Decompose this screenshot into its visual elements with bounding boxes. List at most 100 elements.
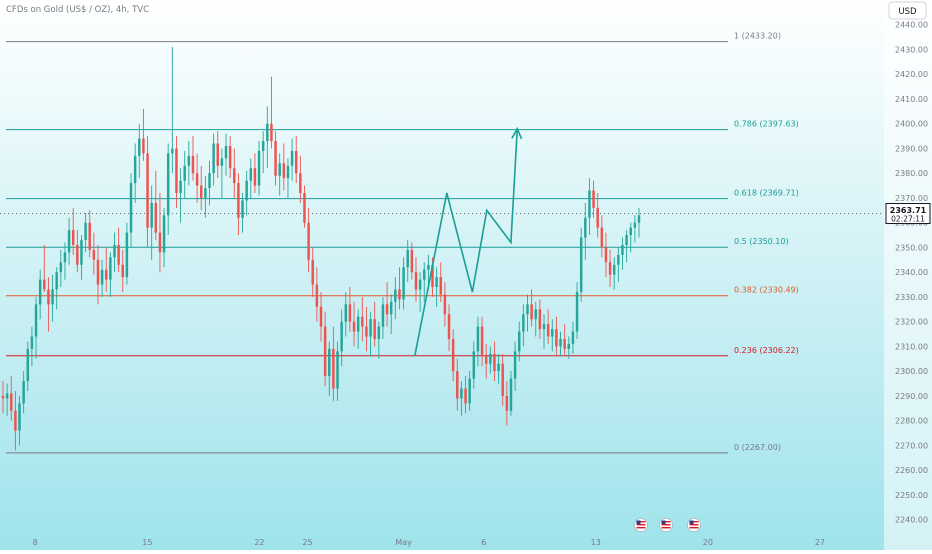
- time-axis[interactable]: 8 15 22 25 May 6 13 20 27: [33, 538, 825, 547]
- candle-body: [208, 173, 211, 189]
- chart-title: CFDs on Gold (US$ / OZ), 4h, TVC: [6, 5, 149, 15]
- candle-body: [534, 309, 537, 320]
- candle-body: [522, 314, 525, 332]
- price-tick-label: 2300.00: [895, 367, 928, 376]
- candle-body: [224, 145, 228, 159]
- candle-body: [113, 244, 116, 258]
- candle-body: [191, 155, 195, 174]
- projection-line: [414, 128, 519, 356]
- candle-body: [493, 353, 496, 372]
- candle-body: [567, 343, 571, 349]
- candle-body: [26, 348, 30, 382]
- candle-body: [336, 351, 339, 389]
- candle-body: [406, 249, 409, 268]
- candle-body: [435, 277, 438, 288]
- candles: [1, 47, 641, 451]
- us-event-flag-icon[interactable]: [659, 518, 673, 532]
- candle-body: [579, 237, 583, 292]
- candle-body: [588, 190, 591, 218]
- candle-body: [617, 254, 620, 265]
- candle-body: [286, 165, 290, 179]
- candle-body: [47, 289, 50, 305]
- price-tick-label: 2350.00: [895, 243, 928, 252]
- us-event-flag-icon[interactable]: [687, 518, 701, 532]
- candle-body: [612, 264, 616, 275]
- candle-body: [282, 163, 286, 179]
- candle-body: [592, 190, 595, 208]
- price-tick-label: 2290.00: [895, 392, 928, 401]
- candle-body: [513, 351, 517, 379]
- candle-body: [559, 338, 562, 347]
- candle-body: [241, 200, 244, 218]
- bar-countdown: 02:27:11: [891, 215, 925, 224]
- candle-body: [633, 222, 637, 228]
- fib-levels: 1 (2433.20) 0.786 (2397.63) 0.618 (2369.71…: [6, 32, 799, 454]
- candle-body: [423, 269, 426, 280]
- candle-body: [220, 158, 224, 166]
- price-tick-label: 2440.00: [895, 21, 928, 30]
- candle-body: [228, 145, 232, 169]
- candle-body: [162, 215, 166, 253]
- candle-body: [138, 138, 141, 156]
- candle-body: [10, 393, 13, 411]
- time-tick-label: 13: [591, 538, 601, 547]
- candle-body: [389, 301, 393, 315]
- candle-body: [166, 153, 170, 216]
- candle-body: [245, 180, 248, 201]
- price-tick-label: 2270.00: [895, 441, 928, 450]
- fib-level-label: 0.236 (2306.22): [734, 346, 799, 355]
- candle-body: [373, 319, 376, 339]
- candle-body: [266, 123, 269, 142]
- candle-body: [278, 163, 281, 176]
- candle-body: [447, 314, 451, 339]
- fib-level-label: 0.786 (2397.63): [734, 120, 799, 129]
- candle-body: [233, 168, 236, 184]
- currency-button[interactable]: USD: [888, 1, 927, 20]
- candle-body: [146, 153, 149, 228]
- candle-body: [117, 244, 120, 265]
- candle-body: [303, 193, 306, 223]
- candle-body: [274, 141, 277, 176]
- candle-body: [30, 336, 34, 349]
- candle-body: [88, 222, 91, 250]
- candle-body: [43, 279, 46, 290]
- us-event-flag-icon[interactable]: [634, 518, 648, 532]
- candle-body: [344, 304, 348, 322]
- candle-body: [621, 244, 624, 255]
- candle-body: [443, 294, 447, 315]
- candle-body: [67, 230, 71, 253]
- economic-events[interactable]: [634, 518, 701, 532]
- candle-body: [501, 363, 504, 396]
- candle-body: [92, 249, 96, 260]
- candle-body: [398, 289, 401, 300]
- candle-body: [216, 143, 219, 166]
- candle-body: [584, 217, 587, 238]
- price-tick-label: 2420.00: [895, 70, 928, 79]
- candle-body: [551, 329, 554, 337]
- candle-body: [517, 331, 521, 352]
- candle-body: [460, 388, 463, 399]
- candle-body: [307, 222, 310, 260]
- projection-path: [414, 126, 523, 356]
- candle-body: [555, 329, 558, 347]
- candle-body: [505, 395, 509, 411]
- candle-body: [451, 338, 455, 372]
- candle-body: [332, 348, 335, 389]
- candle-body: [18, 403, 21, 431]
- current-price: 2363.71: [890, 206, 927, 215]
- currency-label: USD: [898, 7, 917, 17]
- candle-body: [34, 304, 38, 337]
- time-tick-label: 15: [142, 538, 152, 547]
- price-axis[interactable]: 2240.00 2250.00 2260.00 2270.00 2280.00 2290.…: [895, 21, 928, 525]
- candle-body: [133, 155, 137, 184]
- fib-level-label: 0.382 (2330.49): [734, 286, 799, 295]
- price-tick-label: 2410.00: [895, 95, 928, 104]
- candle-body: [394, 289, 397, 302]
- candle-body: [439, 277, 443, 295]
- candle-body: [96, 259, 100, 285]
- candle-body: [299, 173, 302, 194]
- candle-body: [509, 378, 513, 411]
- candle-body: [290, 150, 294, 166]
